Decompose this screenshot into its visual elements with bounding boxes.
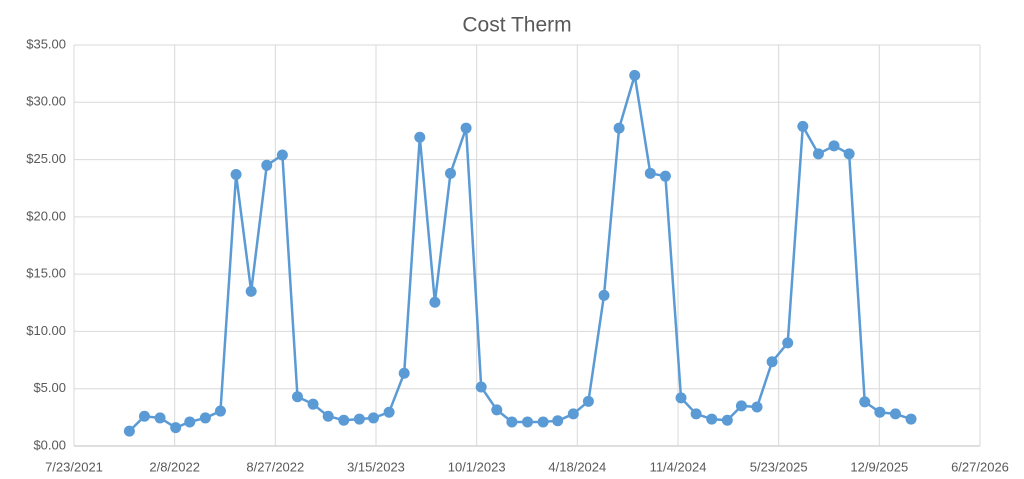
data-point (307, 398, 319, 410)
data-point (230, 168, 242, 180)
data-point (537, 416, 549, 428)
data-point (367, 412, 379, 424)
data-point (874, 406, 886, 418)
y-tick-label: $30.00 (26, 94, 66, 109)
chart-title: Cost Therm (462, 14, 571, 37)
data-point (735, 400, 747, 412)
data-point (706, 413, 718, 425)
data-point (291, 391, 303, 403)
data-point (629, 69, 641, 81)
data-point (245, 285, 257, 297)
data-point (812, 148, 824, 160)
y-tick-label: $5.00 (33, 380, 66, 395)
x-tick-label: 3/15/2023 (347, 459, 405, 474)
y-tick-label: $20.00 (26, 208, 66, 223)
data-point (675, 392, 687, 404)
data-point (383, 406, 395, 418)
x-tick-label: 10/1/2023 (448, 459, 506, 474)
data-point (338, 414, 350, 426)
data-point (598, 289, 610, 301)
data-point (123, 425, 135, 437)
data-point (398, 367, 410, 379)
data-point (261, 159, 273, 171)
data-point (797, 120, 809, 132)
data-point (659, 170, 671, 182)
x-tick-label: 7/23/2021 (45, 459, 103, 474)
data-point (690, 408, 702, 420)
data-point (429, 296, 441, 308)
data-point (491, 404, 503, 416)
data-point (552, 415, 564, 427)
data-point (751, 401, 763, 413)
x-tick-label: 12/9/2025 (850, 459, 908, 474)
data-point (199, 412, 211, 424)
y-tick-label: $10.00 (26, 323, 66, 338)
y-tick-label: $25.00 (26, 151, 66, 166)
data-point (214, 405, 226, 417)
data-line (128, 74, 912, 432)
data-point (353, 413, 365, 425)
data-point (475, 381, 487, 393)
data-point (721, 414, 733, 426)
data-point (644, 167, 656, 179)
data-point (170, 422, 182, 434)
data-point (859, 396, 871, 408)
data-point (414, 131, 426, 143)
data-point (184, 416, 196, 428)
data-point (613, 122, 625, 134)
x-tick-label: 4/18/2024 (548, 459, 606, 474)
x-tick-label: 6/27/2026 (951, 459, 1009, 474)
data-point (905, 413, 917, 425)
data-point (154, 412, 166, 424)
x-tick-label: 8/27/2022 (246, 459, 304, 474)
data-point (889, 408, 901, 420)
data-point (828, 140, 840, 152)
data-point (460, 122, 472, 134)
x-tick-label: 2/8/2022 (149, 459, 200, 474)
data-point (782, 337, 794, 349)
y-tick-label: $15.00 (26, 266, 66, 281)
x-tick-label: 11/4/2024 (650, 459, 707, 474)
data-point (567, 408, 579, 420)
y-tick-label: $35.00 (26, 36, 66, 51)
data-point (843, 148, 855, 160)
data-point (276, 149, 288, 161)
x-tick-label: 5/23/2025 (750, 459, 808, 474)
data-point (522, 416, 534, 428)
data-point (582, 395, 594, 407)
data-point (506, 416, 518, 428)
data-point (444, 167, 456, 179)
y-tick-label: $0.00 (33, 437, 66, 452)
data-point (322, 410, 334, 422)
data-point (138, 410, 150, 422)
data-point (766, 356, 778, 368)
